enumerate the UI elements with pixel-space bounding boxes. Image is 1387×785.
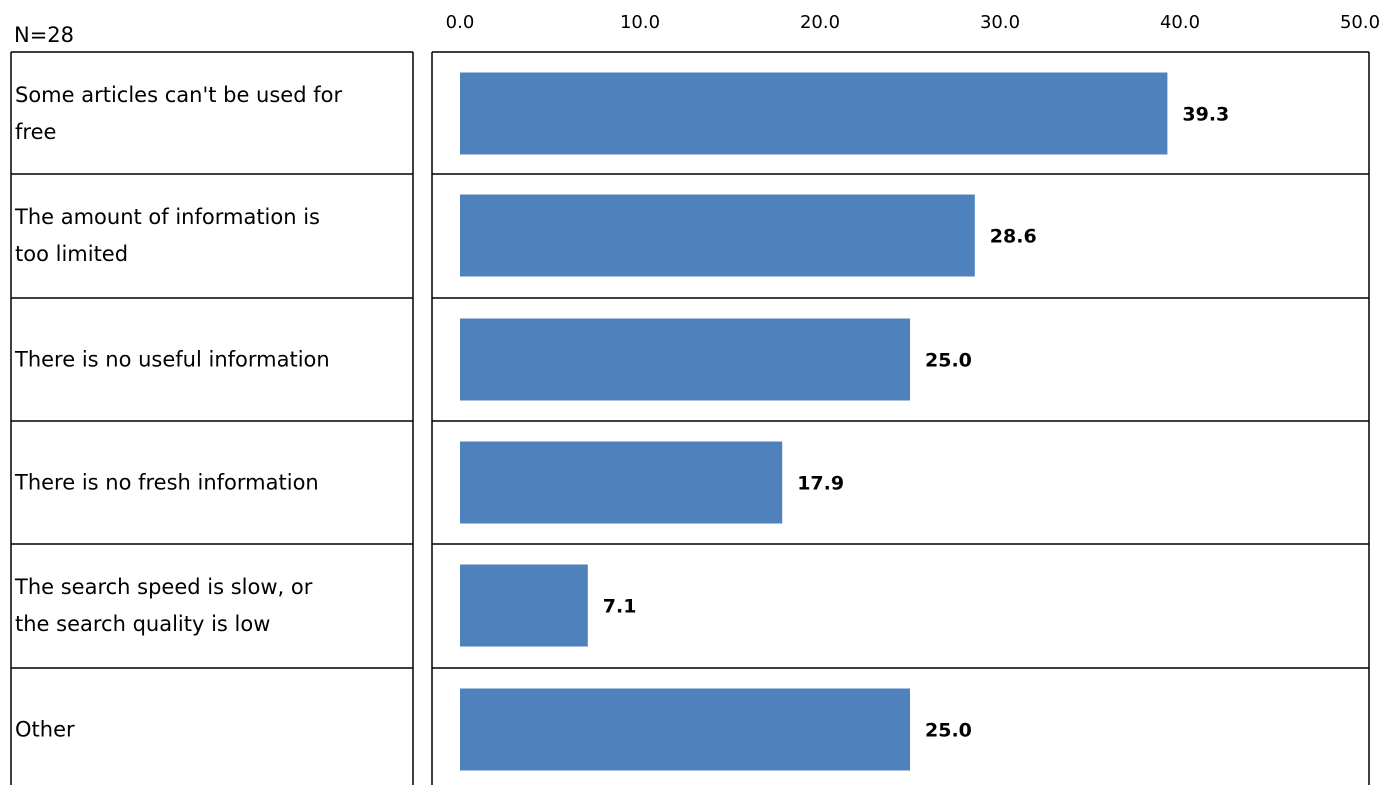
bar-value-label: 39.3: [1182, 104, 1229, 126]
bar: [460, 688, 910, 771]
bar-value-label: 7.1: [603, 596, 637, 618]
x-tick-label: 40.0: [1160, 12, 1200, 33]
x-tick-label: 0.0: [446, 12, 475, 33]
category-label-line: too limited: [15, 242, 128, 266]
x-tick-label: 50.0: [1340, 12, 1380, 33]
category-label: Other: [15, 718, 75, 742]
bar-value-label: 25.0: [925, 350, 972, 372]
category-label-line: The search speed is slow, or: [14, 575, 313, 599]
category-table-grid: [10, 51, 1370, 785]
category-label-line: free: [15, 120, 56, 144]
bar-value-label: 28.6: [990, 226, 1037, 248]
x-tick-label: 30.0: [980, 12, 1020, 33]
bars: [460, 72, 1168, 771]
category-label: The amount of information is too limited: [14, 205, 320, 266]
bar-value-labels: 39.3 28.6 25.0 17.9 7.1 25.0: [603, 104, 1229, 742]
category-label-line: There is no fresh information: [14, 471, 319, 495]
category-label: The search speed is slow, or the search q…: [14, 575, 313, 636]
x-axis-tick-labels: 0.0 10.0 20.0 30.0 40.0 50.0: [446, 12, 1380, 33]
bar: [460, 318, 910, 401]
bar: [460, 441, 783, 524]
category-label-line: The amount of information is: [14, 205, 320, 229]
category-labels: Some articles can't be used for free The a…: [14, 83, 342, 742]
category-label: Some articles can't be used for free: [15, 83, 342, 144]
category-label: There is no useful information: [14, 348, 330, 372]
bar: [460, 194, 975, 277]
bar-value-label: 17.9: [797, 473, 844, 495]
category-label: There is no fresh information: [14, 471, 319, 495]
category-label-line: Some articles can't be used for: [15, 83, 342, 107]
x-tick-label: 10.0: [620, 12, 660, 33]
category-label-line: Other: [15, 718, 75, 742]
bar: [460, 72, 1168, 155]
sample-size-label: N=28: [14, 23, 74, 47]
category-label-line: the search quality is low: [15, 612, 270, 636]
bar: [460, 564, 588, 647]
category-label-line: There is no useful information: [14, 348, 330, 372]
x-tick-label: 20.0: [800, 12, 840, 33]
bar-value-label: 25.0: [925, 720, 972, 742]
